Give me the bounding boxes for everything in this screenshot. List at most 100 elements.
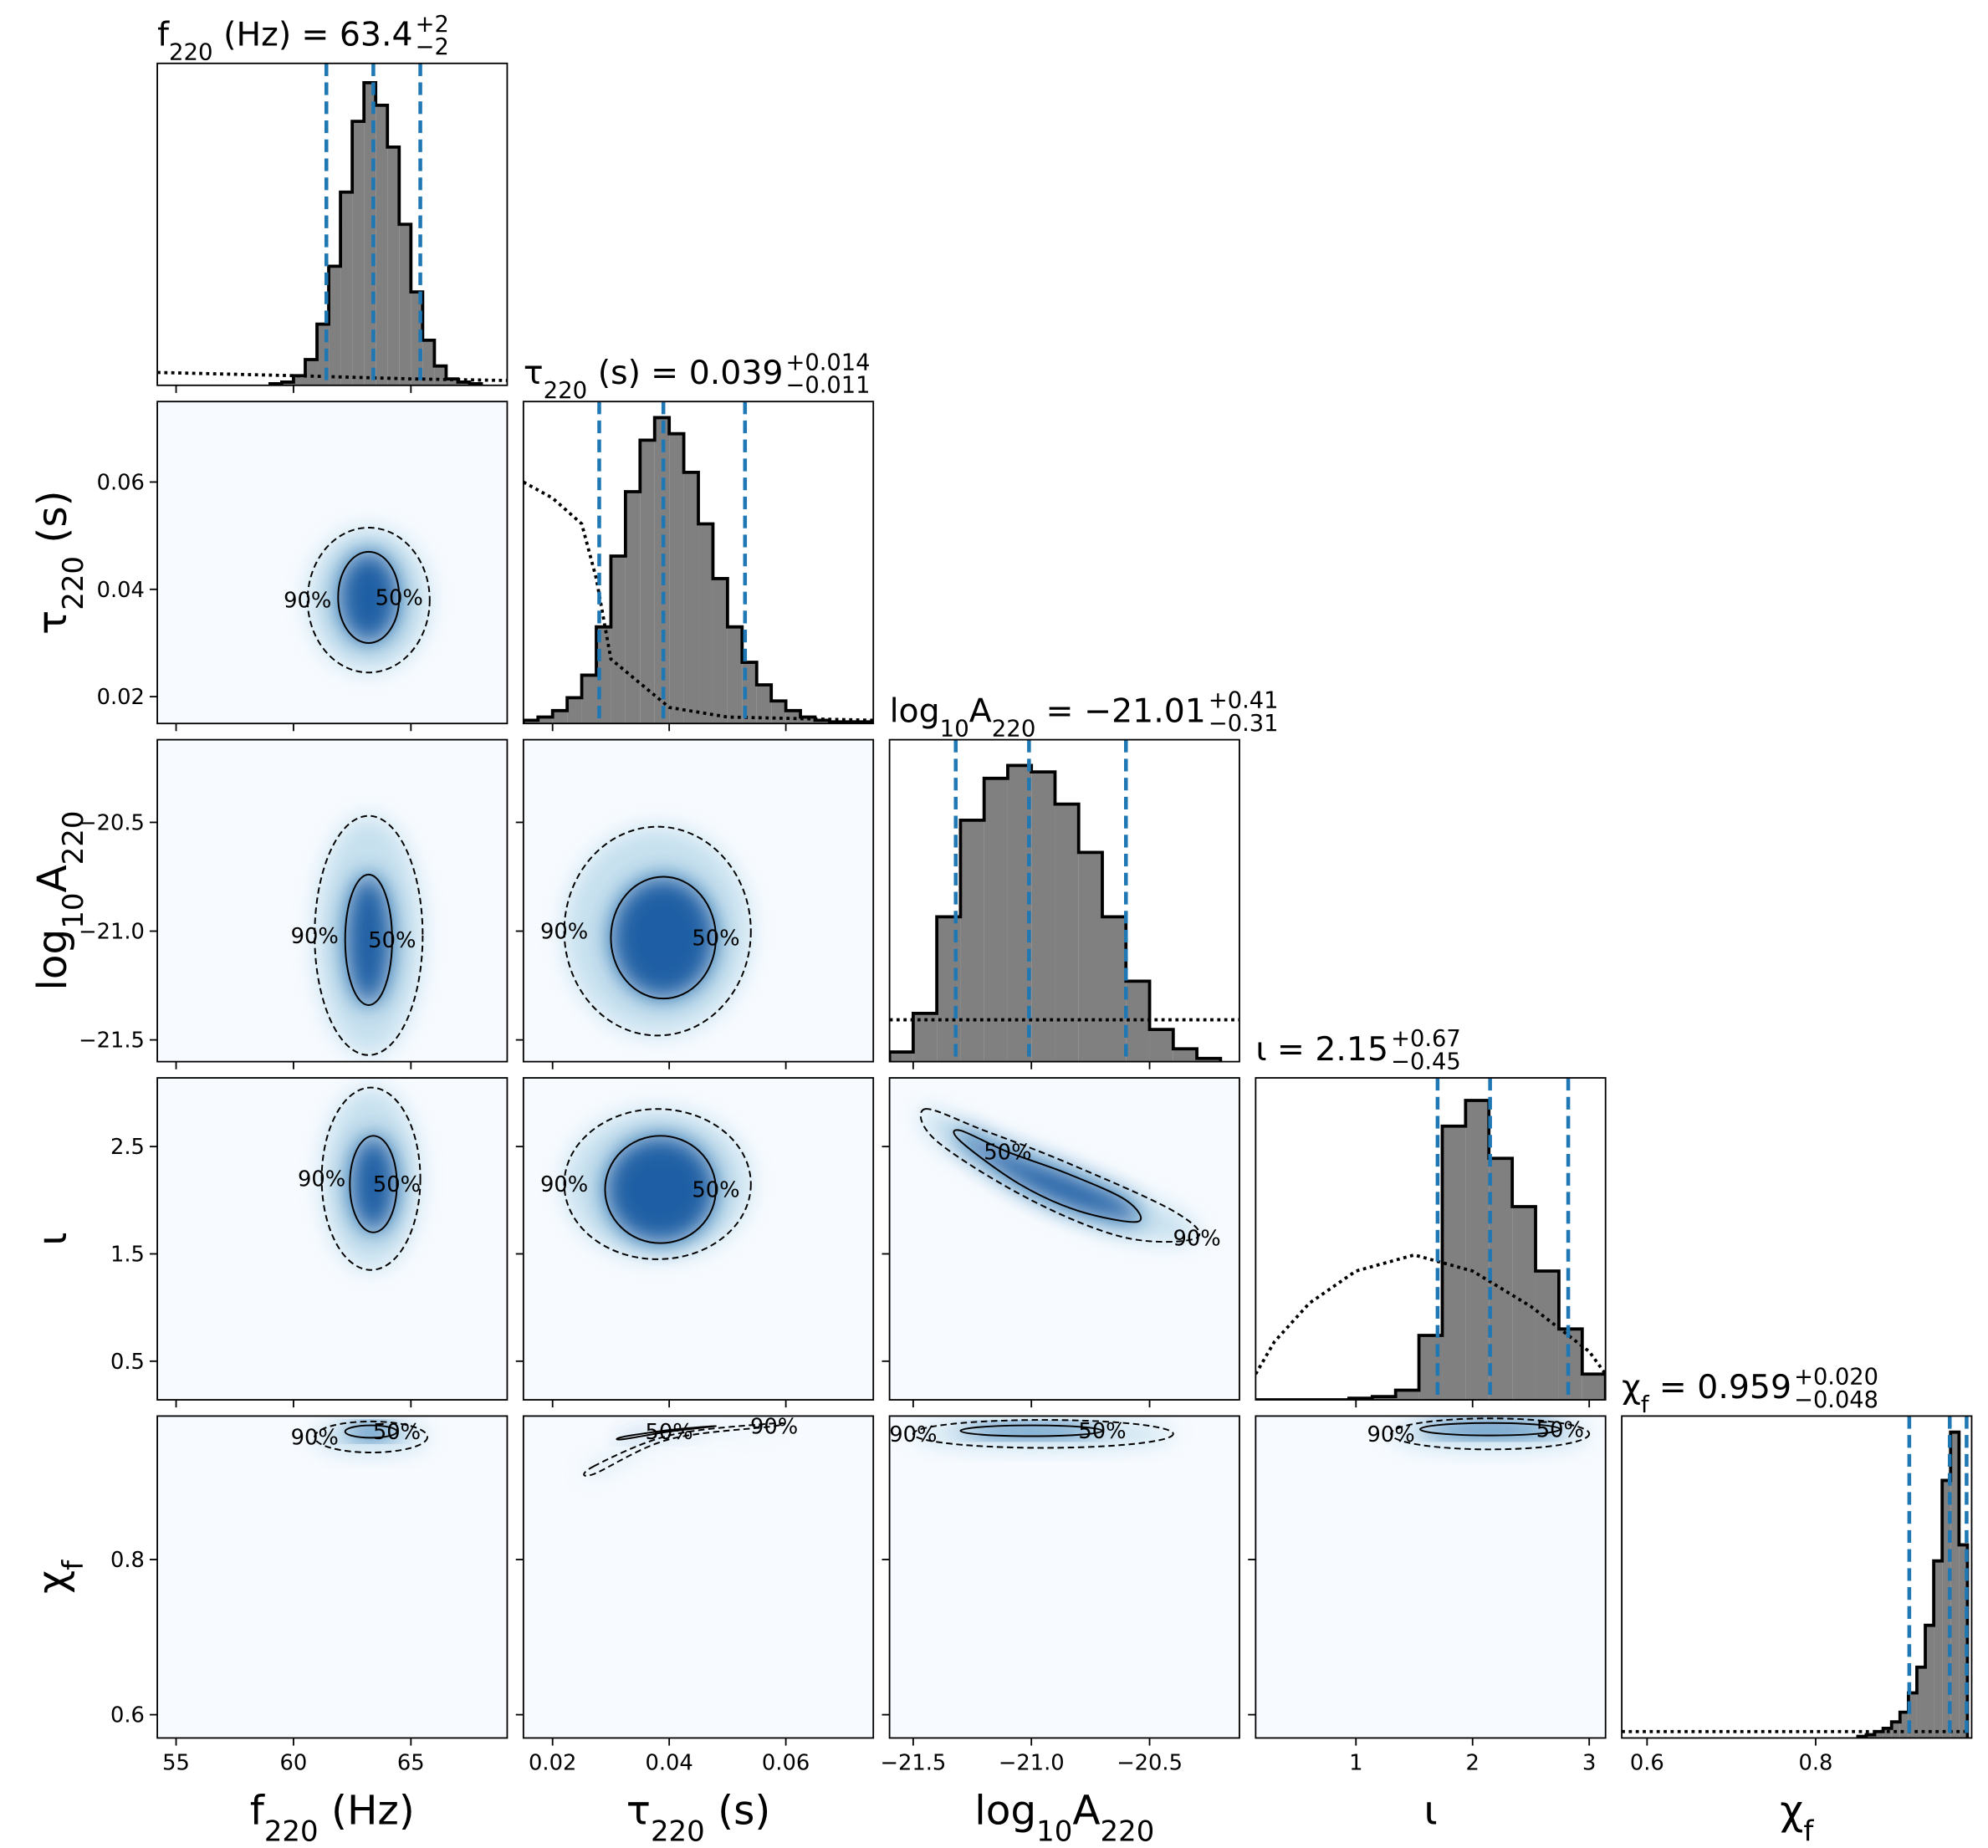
contour-line — [344, 1424, 398, 1439]
y-axis-label: τ220 (s) — [29, 490, 90, 635]
hist-bar — [1866, 1734, 1875, 1738]
panel-title: χf = 0.959 — [1622, 1368, 1791, 1418]
contour-label: 50% — [376, 586, 423, 611]
hist-bar — [1959, 1544, 1968, 1738]
contour-line — [604, 1135, 717, 1244]
x-tick-label: −21.5 — [880, 1750, 946, 1775]
panel-frame — [522, 1077, 875, 1401]
panel-frame — [888, 738, 1240, 1063]
contour-line — [563, 825, 752, 1037]
contour-line — [959, 1424, 1103, 1437]
contour-label: 90% — [291, 924, 339, 949]
hist-bar — [1078, 852, 1103, 1062]
hist-bar — [364, 82, 376, 385]
contour-label: 50% — [984, 1141, 1031, 1166]
title-upper: +0.014 — [786, 350, 871, 375]
density-fill — [960, 1425, 1103, 1437]
hist-bar — [1942, 1480, 1951, 1738]
hist-outline — [523, 416, 874, 724]
label-part: A — [969, 692, 992, 730]
panel-frame — [1255, 1415, 1607, 1739]
y-tick-label: 1.5 — [110, 1243, 145, 1268]
label-part: 220 — [264, 1815, 319, 1848]
x-tick-label: −21.0 — [999, 1750, 1065, 1775]
x-tick-label: −20.5 — [1117, 1750, 1183, 1775]
x-tick-label: 55 — [162, 1750, 190, 1775]
x-axis-label: log10A220 — [974, 1788, 1154, 1848]
contour-label: 90% — [291, 1426, 339, 1451]
panel-frame — [156, 1077, 508, 1401]
density: 90% 50% — [540, 825, 752, 1037]
contour-line — [616, 1425, 717, 1441]
hist-bar — [713, 578, 728, 724]
hist-bar — [1055, 804, 1079, 1062]
label-part: (Hz) — [213, 16, 292, 54]
hist-bar — [1465, 1100, 1490, 1401]
hist-bar — [1149, 1029, 1173, 1062]
label-part: χ — [29, 1570, 76, 1594]
hist-bar — [352, 121, 365, 385]
y-axis-label: ι — [29, 1232, 76, 1245]
contour-label: 50% — [368, 928, 416, 953]
contour-label: 90% — [750, 1415, 798, 1440]
hist-bar — [434, 365, 447, 385]
label-part: log — [974, 1788, 1036, 1835]
y-tick-label: 0.06 — [97, 471, 145, 496]
label-part: 10 — [57, 893, 90, 929]
panel-background — [1255, 1416, 1606, 1738]
contour-line — [344, 873, 393, 1006]
label-part: 220 — [992, 714, 1036, 742]
hist-bar — [785, 710, 801, 724]
density-fill — [953, 1130, 1142, 1223]
label-part: (s) — [29, 490, 76, 556]
hist-bar — [1916, 1667, 1926, 1738]
hist-bar — [1883, 1728, 1892, 1738]
hist-bar — [329, 266, 341, 385]
hist-bar — [1950, 1432, 1960, 1738]
contour-label: 90% — [540, 1172, 588, 1197]
hist-bar — [683, 472, 699, 724]
hist-bar — [912, 1013, 938, 1062]
contour-label: 50% — [1536, 1417, 1584, 1442]
panel-frame — [1255, 1077, 1607, 1401]
label-part: χ — [1780, 1788, 1803, 1835]
title-upper: +0.020 — [1794, 1365, 1878, 1391]
x-tick-label: 0.06 — [762, 1750, 810, 1775]
panel-frame — [1621, 1415, 1973, 1739]
hist-bar — [1173, 1049, 1198, 1062]
contour-label: 50% — [646, 1420, 693, 1445]
contour-line — [610, 876, 717, 1000]
hist-bar — [1891, 1722, 1900, 1738]
contour-label: 90% — [284, 589, 331, 614]
label-part: 10 — [1036, 1815, 1072, 1848]
density: 90% 50% — [890, 1419, 1174, 1449]
density: 90% 50% — [291, 814, 424, 1056]
histogram — [523, 401, 874, 724]
contour-line — [953, 1129, 1142, 1223]
prior-line — [523, 480, 874, 722]
title-lower: −2 — [416, 34, 449, 60]
hist-bar — [1489, 1158, 1513, 1401]
label-part: f — [157, 16, 170, 54]
hist-bar — [304, 359, 318, 385]
density: 90% 50% — [583, 1415, 798, 1477]
label-part: f — [250, 1788, 265, 1835]
panel-frame — [522, 738, 875, 1063]
hist-bar — [281, 381, 294, 385]
density: 90% 50% — [298, 1086, 422, 1271]
density-fill — [1419, 1422, 1561, 1436]
histogram — [1622, 1416, 1970, 1738]
x-axis-label: f220 (Hz) — [250, 1788, 415, 1848]
label-part: ι — [1423, 1788, 1437, 1835]
hist-bar — [293, 375, 305, 385]
label-part: 220 — [57, 556, 90, 610]
hist-bar — [1899, 1712, 1909, 1738]
density-fill — [605, 1136, 716, 1243]
contour-label: 50% — [373, 1420, 421, 1445]
label-part: χ — [1622, 1368, 1641, 1406]
density: 90% 50% — [919, 1108, 1221, 1251]
x-tick-label: 60 — [280, 1750, 308, 1775]
density: 90% 50% — [540, 1108, 752, 1260]
x-tick-label: 0.8 — [1798, 1750, 1832, 1775]
